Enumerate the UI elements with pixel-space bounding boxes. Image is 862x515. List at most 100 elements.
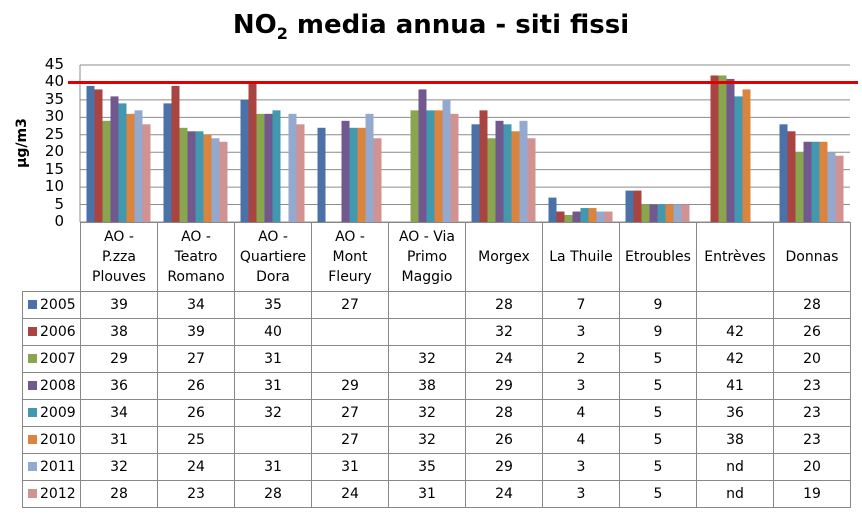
bar	[811, 141, 820, 222]
table-cell: 3	[542, 318, 620, 346]
legend-swatch-icon	[28, 408, 37, 417]
table-cell: 27	[311, 399, 389, 427]
bar	[203, 134, 212, 222]
bar	[487, 138, 496, 222]
table-cell: 28	[465, 291, 543, 319]
table-cell: 23	[773, 399, 851, 427]
table-cell: 28	[80, 480, 158, 508]
bar	[742, 89, 751, 222]
table-cell: 41	[696, 372, 774, 400]
table-cell: 26	[773, 318, 851, 346]
table-cell: 31	[80, 426, 158, 454]
table-cell: 23	[773, 372, 851, 400]
bar	[519, 120, 528, 222]
category-header: AO - Via Primo Maggio	[388, 222, 466, 292]
bar	[102, 120, 111, 222]
table-cell: 26	[157, 399, 235, 427]
bar	[288, 113, 297, 222]
bar	[134, 110, 143, 222]
bar	[548, 197, 557, 222]
table-cell: 32	[80, 453, 158, 481]
bar	[710, 75, 719, 222]
y-tick-label: 40	[44, 72, 64, 91]
bar	[827, 152, 836, 222]
bar	[495, 120, 504, 222]
table-cell: 28	[773, 291, 851, 319]
bar	[264, 113, 273, 222]
bar	[163, 103, 172, 222]
legend-key: 2008	[22, 372, 81, 400]
table-cell: 31	[234, 345, 312, 373]
bar	[219, 141, 228, 222]
table-cell: 29	[80, 345, 158, 373]
table-cell: 42	[696, 345, 774, 373]
table-cell: 31	[234, 453, 312, 481]
legend-swatch-icon	[28, 435, 37, 444]
table-cell: 24	[465, 345, 543, 373]
table-cell: 29	[465, 372, 543, 400]
bar	[349, 127, 358, 222]
table-cell: 32	[388, 345, 466, 373]
legend-key: 2011	[22, 453, 81, 481]
bar	[272, 110, 281, 222]
table-cell	[388, 318, 466, 346]
table-cell: 5	[619, 372, 697, 400]
table-cell: 31	[311, 453, 389, 481]
bar	[195, 131, 204, 222]
bar	[511, 131, 520, 222]
bar	[110, 96, 119, 222]
bar	[588, 208, 597, 222]
table-cell: 9	[619, 318, 697, 346]
table-cell: 3	[542, 453, 620, 481]
table-cell: 32	[388, 399, 466, 427]
legend-swatch-icon	[28, 489, 37, 498]
bar	[179, 127, 188, 222]
table-cell: 31	[388, 480, 466, 508]
table-row: 2008 36 26 31 29 38 29 3 5 41 23	[22, 372, 851, 400]
legend-swatch-icon	[28, 300, 37, 309]
bar	[718, 75, 727, 222]
table-cell: 26	[157, 372, 235, 400]
category-header: Entrèves	[696, 222, 774, 292]
y-tick-label: 15	[44, 159, 64, 178]
y-tick-label: 20	[44, 142, 64, 161]
table-cell: 32	[388, 426, 466, 454]
bar	[641, 204, 650, 222]
table-cell: 42	[696, 318, 774, 346]
y-tick-label: 10	[44, 177, 64, 196]
table-cell: 24	[311, 480, 389, 508]
bar	[503, 124, 512, 222]
bar	[665, 204, 674, 222]
bar	[787, 131, 796, 222]
table-cell: 24	[465, 480, 543, 508]
table-cell: 9	[619, 291, 697, 319]
table-cell: 38	[696, 426, 774, 454]
table-cell: 28	[465, 399, 543, 427]
table-cell: 38	[80, 318, 158, 346]
table-row: 2006 38 39 40 32 3 9 42 26	[22, 318, 851, 346]
table-cell: 40	[234, 318, 312, 346]
bar	[734, 96, 743, 222]
table-cell: 19	[773, 480, 851, 508]
bar	[835, 155, 844, 222]
bar	[681, 204, 690, 222]
bar	[564, 215, 573, 222]
table-cell	[311, 345, 389, 373]
bar	[365, 113, 374, 222]
table-cell: 39	[157, 318, 235, 346]
table-cell: 23	[773, 426, 851, 454]
table-cell: 27	[157, 345, 235, 373]
bar	[450, 113, 459, 222]
category-header: Morgex	[465, 222, 543, 292]
legend-swatch-icon	[28, 354, 37, 363]
table-corner	[22, 222, 81, 292]
bar	[86, 85, 95, 222]
bar	[118, 103, 127, 222]
bar	[580, 208, 589, 222]
table-cell: 34	[80, 399, 158, 427]
table-cell: 32	[234, 399, 312, 427]
legend-key: 2010	[22, 426, 81, 454]
table-cell: 27	[311, 426, 389, 454]
table-cell: 3	[542, 480, 620, 508]
bar	[819, 141, 828, 222]
